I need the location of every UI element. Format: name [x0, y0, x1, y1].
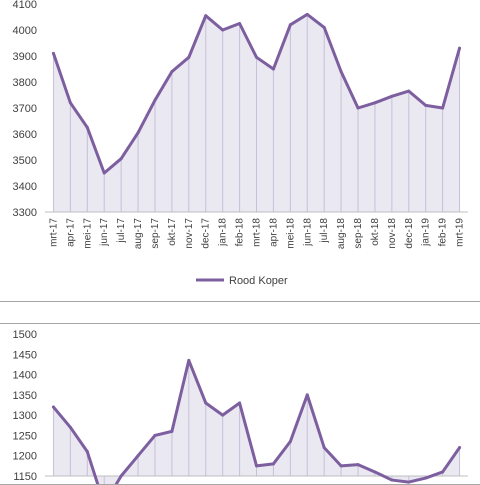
- x-tick-label: mei-17: [82, 218, 93, 249]
- data-point: [119, 157, 123, 161]
- data-point: [102, 171, 106, 175]
- data-point: [51, 405, 55, 409]
- data-point: [204, 14, 208, 18]
- data-point: [170, 429, 174, 433]
- x-tick-label: sep-17: [150, 218, 161, 249]
- data-point: [356, 463, 360, 467]
- data-point: [458, 46, 462, 50]
- data-point: [458, 446, 462, 450]
- y-tick-label: 1200: [13, 451, 37, 463]
- data-point: [153, 433, 157, 437]
- y-tick-label: 1350: [13, 390, 37, 402]
- y-tick-label: 1400: [13, 370, 37, 382]
- data-point: [255, 55, 258, 59]
- x-tick-label: mei-18: [285, 218, 296, 249]
- data-point: [51, 51, 55, 55]
- chart-panel-second: 1150 1200 1250 1300 1350 1400 1450 1500: [0, 323, 480, 485]
- y-tick-label: 3300: [13, 207, 37, 219]
- x-tick-label: jan-18: [218, 218, 229, 247]
- data-point: [238, 401, 242, 405]
- y-tick-label: 1500: [13, 329, 37, 341]
- x-tick-label: mrt-17: [48, 218, 59, 247]
- x-tick-label: jul-18: [319, 218, 330, 244]
- data-point: [136, 454, 140, 458]
- x-tick-label: aug-17: [133, 218, 144, 250]
- data-point: [373, 470, 377, 474]
- y-tick-label: 3800: [13, 77, 37, 89]
- y-tick-label: 1250: [13, 430, 37, 442]
- data-point: [407, 480, 411, 484]
- data-point: [339, 70, 343, 74]
- data-point: [322, 25, 326, 29]
- data-point: [85, 126, 89, 129]
- x-tick-label: feb-18: [235, 218, 246, 247]
- data-point: [305, 12, 309, 16]
- data-point: [68, 101, 72, 105]
- data-point: [170, 70, 174, 74]
- x-tick-label: jun-17: [99, 218, 110, 247]
- data-point: [255, 464, 258, 468]
- data-point: [221, 28, 225, 32]
- x-tick-label: dec-17: [201, 218, 212, 249]
- data-point: [221, 413, 225, 417]
- x-tick-label: okt-18: [370, 218, 381, 246]
- data-point: [288, 23, 292, 27]
- data-point: [373, 101, 377, 105]
- data-point: [322, 446, 326, 450]
- x-tick-label: nov-18: [387, 218, 398, 249]
- data-point: [339, 464, 343, 468]
- x-tick-label: nov-17: [184, 218, 195, 249]
- data-point: [238, 22, 242, 25]
- x-tick-label: aug-18: [336, 218, 347, 250]
- y-tick-label: 1300: [13, 410, 37, 422]
- data-point: [305, 393, 309, 397]
- y-tick-label: 4000: [13, 25, 37, 37]
- data-point: [271, 67, 275, 71]
- x-tick-label: sep-18: [353, 218, 364, 249]
- x-tick-label: feb-19: [438, 218, 449, 247]
- data-point: [424, 476, 428, 480]
- x-tick-label: okt-17: [167, 218, 178, 246]
- y-tick-label: 4100: [13, 0, 37, 11]
- legend-label: Rood Koper: [229, 275, 288, 287]
- data-point: [441, 470, 445, 474]
- data-point: [288, 440, 292, 444]
- x-tick-label: jan-19: [421, 218, 432, 247]
- y-tick-label: 3700: [13, 103, 37, 115]
- x-tick-label: apr-18: [268, 218, 279, 247]
- x-tick-label: dec-18: [404, 218, 415, 249]
- line-area-chart-rood-koper: 3300 3400 3500 3600 3700 3800 3900 4000 4100 mrt-…: [13, 0, 468, 287]
- data-point: [441, 106, 445, 110]
- y-tick-label: 1150: [13, 471, 37, 483]
- data-point: [356, 106, 360, 110]
- data-point: [153, 98, 157, 102]
- data-point: [187, 358, 191, 362]
- y-tick-label: 3900: [13, 51, 37, 63]
- chart-panel-rood-koper: 3300 3400 3500 3600 3700 3800 3900 4000 4100 mrt-…: [0, 0, 480, 302]
- data-point: [424, 103, 428, 107]
- line-area-chart-second: 1150 1200 1250 1300 1350 1400 1450 1500: [13, 329, 468, 484]
- data-point: [204, 401, 208, 405]
- x-tick-label: mrt-18: [252, 218, 263, 247]
- x-tick-label: apr-17: [65, 218, 76, 247]
- data-point: [85, 450, 89, 454]
- y-tick-label: 3400: [13, 181, 37, 193]
- y-tick-label: 3600: [13, 129, 37, 141]
- data-point: [390, 94, 394, 98]
- data-point: [390, 478, 394, 482]
- x-tick-label: jun-18: [302, 218, 313, 247]
- data-point: [136, 131, 140, 135]
- data-point: [187, 55, 191, 59]
- y-tick-label: 3500: [13, 155, 37, 167]
- data-point: [68, 425, 72, 429]
- y-tick-label: 1450: [13, 349, 37, 361]
- data-point: [407, 89, 411, 93]
- x-tick-label: mrt-19: [455, 218, 466, 247]
- data-point: [271, 462, 275, 466]
- x-tick-label: jul-17: [116, 218, 127, 244]
